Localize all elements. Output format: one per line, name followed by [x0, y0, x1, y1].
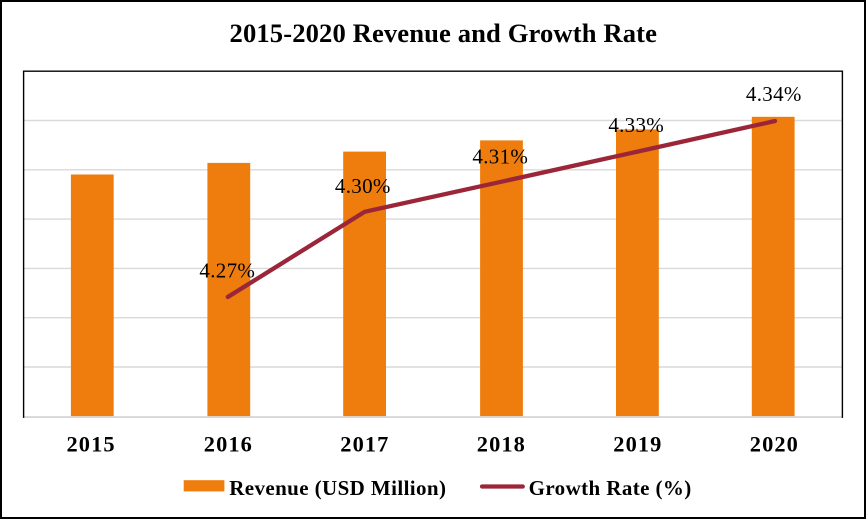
svg-text:2015-2020 Revenue and Growth R: 2015-2020 Revenue and Growth Rate: [230, 18, 658, 48]
svg-text:2015: 2015: [67, 431, 116, 456]
svg-text:2017: 2017: [340, 431, 389, 456]
svg-text:4.31%: 4.31%: [472, 145, 528, 169]
svg-text:Growth Rate (%): Growth Rate (%): [529, 476, 692, 500]
svg-text:4.34%: 4.34%: [746, 82, 802, 106]
svg-text:2020: 2020: [750, 431, 799, 456]
svg-text:Revenue (USD Million): Revenue (USD Million): [229, 476, 446, 500]
svg-text:4.30%: 4.30%: [335, 174, 391, 198]
svg-text:2019: 2019: [613, 431, 662, 456]
svg-text:2016: 2016: [204, 431, 253, 456]
svg-text:4.33%: 4.33%: [608, 113, 664, 137]
svg-text:4.27%: 4.27%: [199, 258, 255, 282]
svg-text:2018: 2018: [477, 431, 526, 456]
